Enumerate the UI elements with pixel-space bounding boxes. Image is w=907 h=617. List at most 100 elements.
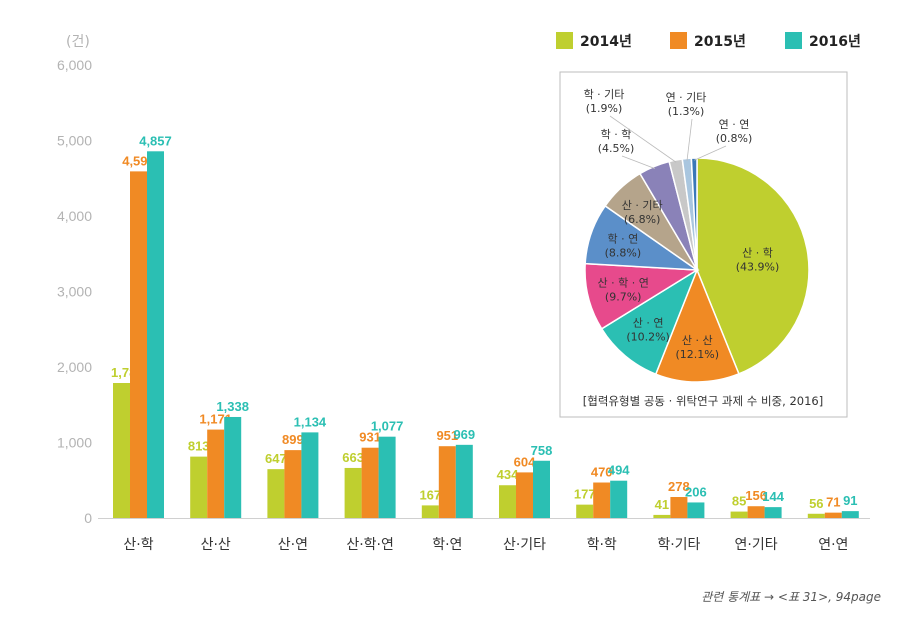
pie-slice-label: 연 · 기타 (666, 91, 707, 104)
bar-value-label: 470 (591, 465, 613, 480)
bar-value-label: 931 (359, 430, 381, 445)
bar-value-label: 71 (826, 495, 840, 510)
bar-value-label: 434 (497, 467, 519, 482)
bar (730, 511, 748, 518)
y-axis-unit: (건) (66, 34, 90, 50)
pie-slice (600, 268, 699, 376)
pie-slice (654, 267, 740, 383)
y-tick-label: 3,000 (57, 284, 92, 300)
bar-value-label: 41 (655, 497, 669, 512)
bar-value-label: 4,591 (122, 153, 155, 168)
pie-slice-percent: (6.8%) (624, 213, 661, 226)
pie-slice-label: 학 · 학 (601, 128, 632, 141)
y-tick-label: 2,000 (57, 359, 92, 375)
bar (653, 514, 671, 518)
bar (764, 507, 782, 518)
bar-value-label: 167 (419, 487, 441, 502)
x-tick-label: 학·연 (432, 537, 462, 553)
bar (224, 416, 242, 518)
bar-value-label: 899 (282, 432, 304, 447)
x-tick-label: 산·학 (123, 537, 153, 553)
bar (267, 469, 285, 518)
bar-value-label: 85 (732, 494, 746, 509)
x-tick-label: 학·기타 (657, 537, 700, 553)
x-tick-label: 산·기타 (503, 537, 546, 553)
x-tick-label: 산·산 (201, 537, 231, 553)
bar-chart: (건)01,0002,0003,0004,0005,0006,0001,7884… (57, 34, 870, 553)
pie-slice-percent: (4.5%) (598, 142, 635, 155)
pie-chart: 산 · 학(43.9%) 산 · 산(12.1%) 산 · 연(10.2%) 산 · … (559, 71, 848, 418)
legend-label: 2016년 (809, 34, 861, 50)
bar-value-label: 647 (265, 451, 287, 466)
y-tick-label: 1,000 (57, 435, 92, 451)
legend-swatch (670, 32, 687, 49)
bar-value-label: 494 (608, 463, 630, 478)
bar-value-label: 1,134 (294, 414, 327, 429)
bar (670, 497, 688, 518)
x-tick-label: 산·학·연 (346, 537, 394, 553)
x-tick-label: 학·학 (587, 537, 617, 553)
bar-value-label: 1,077 (371, 419, 404, 434)
bar-value-label: 206 (685, 484, 707, 499)
bar-value-label: 813 (188, 439, 210, 454)
bar (207, 429, 225, 518)
bar (378, 436, 396, 518)
bar-value-label: 177 (574, 487, 596, 502)
y-tick-label: 0 (84, 510, 92, 526)
bar-value-label: 4,857 (139, 133, 172, 148)
bar-value-label: 278 (668, 479, 690, 494)
bar (130, 171, 147, 518)
bar (147, 151, 164, 518)
bar (361, 447, 379, 518)
bar (687, 502, 705, 518)
bar (438, 446, 456, 518)
y-tick-label: 4,000 (57, 208, 92, 224)
bar (190, 456, 208, 518)
pie-leader-line (621, 155, 656, 169)
legend-label: 2014년 (580, 34, 632, 50)
pie-title: [협력유형별 공동 · 위탁연구 과제 수 비중, 2016] (583, 394, 823, 408)
bar-value-label: 951 (436, 428, 458, 443)
bar-value-label: 969 (453, 427, 475, 442)
bar-value-label: 1,338 (216, 399, 249, 414)
pie-slice-percent: (0.8%) (716, 132, 753, 145)
pie-slice-percent: (1.3%) (668, 105, 705, 118)
bar (455, 444, 473, 518)
pie-slice-label: 산 · 연 (633, 316, 664, 329)
pie-slice-percent: (1.9%) (586, 102, 623, 115)
legend-label: 2015년 (694, 34, 746, 50)
pie-slice-label: 산 · 학 · 연 (598, 277, 649, 290)
legend: 2014년 2015년 2016년 (556, 32, 861, 50)
bar (610, 480, 628, 518)
bar (533, 460, 550, 518)
pie-slice-percent: (43.9%) (736, 260, 780, 273)
x-tick-label: 산·연 (278, 537, 308, 553)
bar (841, 511, 859, 518)
y-tick-label: 5,000 (57, 133, 92, 149)
bar (301, 432, 319, 518)
bar (113, 383, 130, 518)
bar (593, 482, 611, 518)
pie-slice-label: 산 · 기타 (622, 199, 663, 212)
x-tick-label: 연·기타 (735, 537, 778, 553)
bar-value-label: 144 (762, 489, 784, 504)
bar-value-label: 1,171 (199, 412, 232, 427)
bar (576, 504, 594, 518)
bar (499, 485, 516, 518)
pie-slice-percent: (12.1%) (675, 348, 719, 361)
footnote: 관련 통계표 → <표 31>, 94page (701, 590, 881, 604)
pie-slice (696, 157, 810, 375)
pie-slice-label: 산 · 학 (742, 246, 773, 259)
pie-leader-line (694, 145, 727, 161)
y-tick-label: 6,000 (57, 57, 92, 73)
pie-slice-label: 산 · 산 (682, 334, 713, 347)
legend-swatch (785, 32, 802, 49)
pie-leader-line (609, 115, 677, 163)
x-tick-label: 연·연 (818, 537, 848, 553)
bar-value-label: 91 (843, 493, 857, 508)
legend-swatch (556, 32, 573, 49)
bar (344, 467, 362, 518)
bar (747, 506, 765, 518)
bar (824, 512, 842, 518)
